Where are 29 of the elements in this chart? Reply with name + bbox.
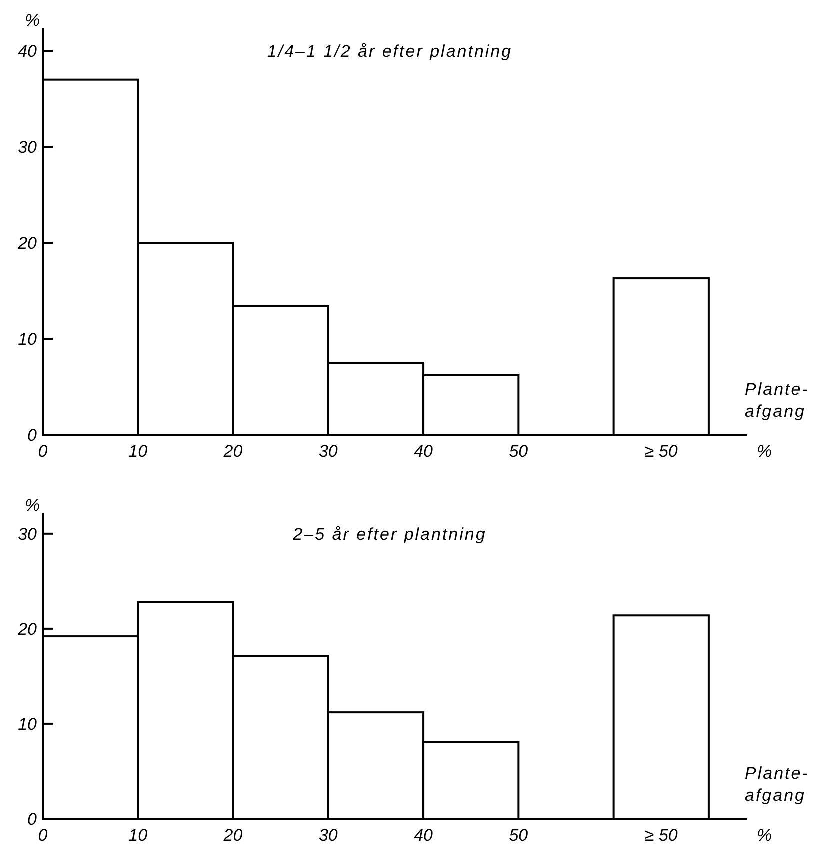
x-axis-title: % <box>757 826 772 845</box>
y-tick-label: 10 <box>18 714 38 734</box>
y-tick-label: 30 <box>18 524 38 544</box>
y-tick-label: 40 <box>18 42 38 61</box>
text: 1/4–1 1/2 år efter plantning <box>267 42 513 62</box>
y-axis-title: % <box>25 496 40 515</box>
text: 2–5 år efter plantning <box>292 524 487 544</box>
x-tick-label: 50 <box>509 826 529 845</box>
annotation: Plante-afgang <box>745 764 810 805</box>
x-tick-label: 10 <box>128 442 148 461</box>
y-axis-title: % <box>25 11 40 30</box>
y-tick-label: 0 <box>28 426 38 445</box>
y-tick-label: 20 <box>17 234 38 253</box>
x-tick-label: 10 <box>128 826 148 845</box>
x-axis-title: % <box>757 442 772 461</box>
x-tick-label: 20 <box>222 442 244 461</box>
x-tick-label: 30 <box>318 826 338 845</box>
x-tick-label: 20 <box>222 826 244 845</box>
x-tick-label: ≥ 50 <box>644 826 678 845</box>
annotation: Plante-afgang <box>745 380 810 421</box>
y-tick-label: 10 <box>18 330 38 349</box>
y-tick-label: 0 <box>28 810 38 829</box>
y-tick-label: 30 <box>18 138 38 157</box>
x-tick-label: 50 <box>509 442 529 461</box>
x-tick-label: 30 <box>318 442 338 461</box>
y-tick-label: 20 <box>17 620 38 639</box>
x-tick-label: 40 <box>414 826 434 845</box>
x-tick-label: ≥ 50 <box>644 442 678 461</box>
x-tick-label: 40 <box>414 442 434 461</box>
